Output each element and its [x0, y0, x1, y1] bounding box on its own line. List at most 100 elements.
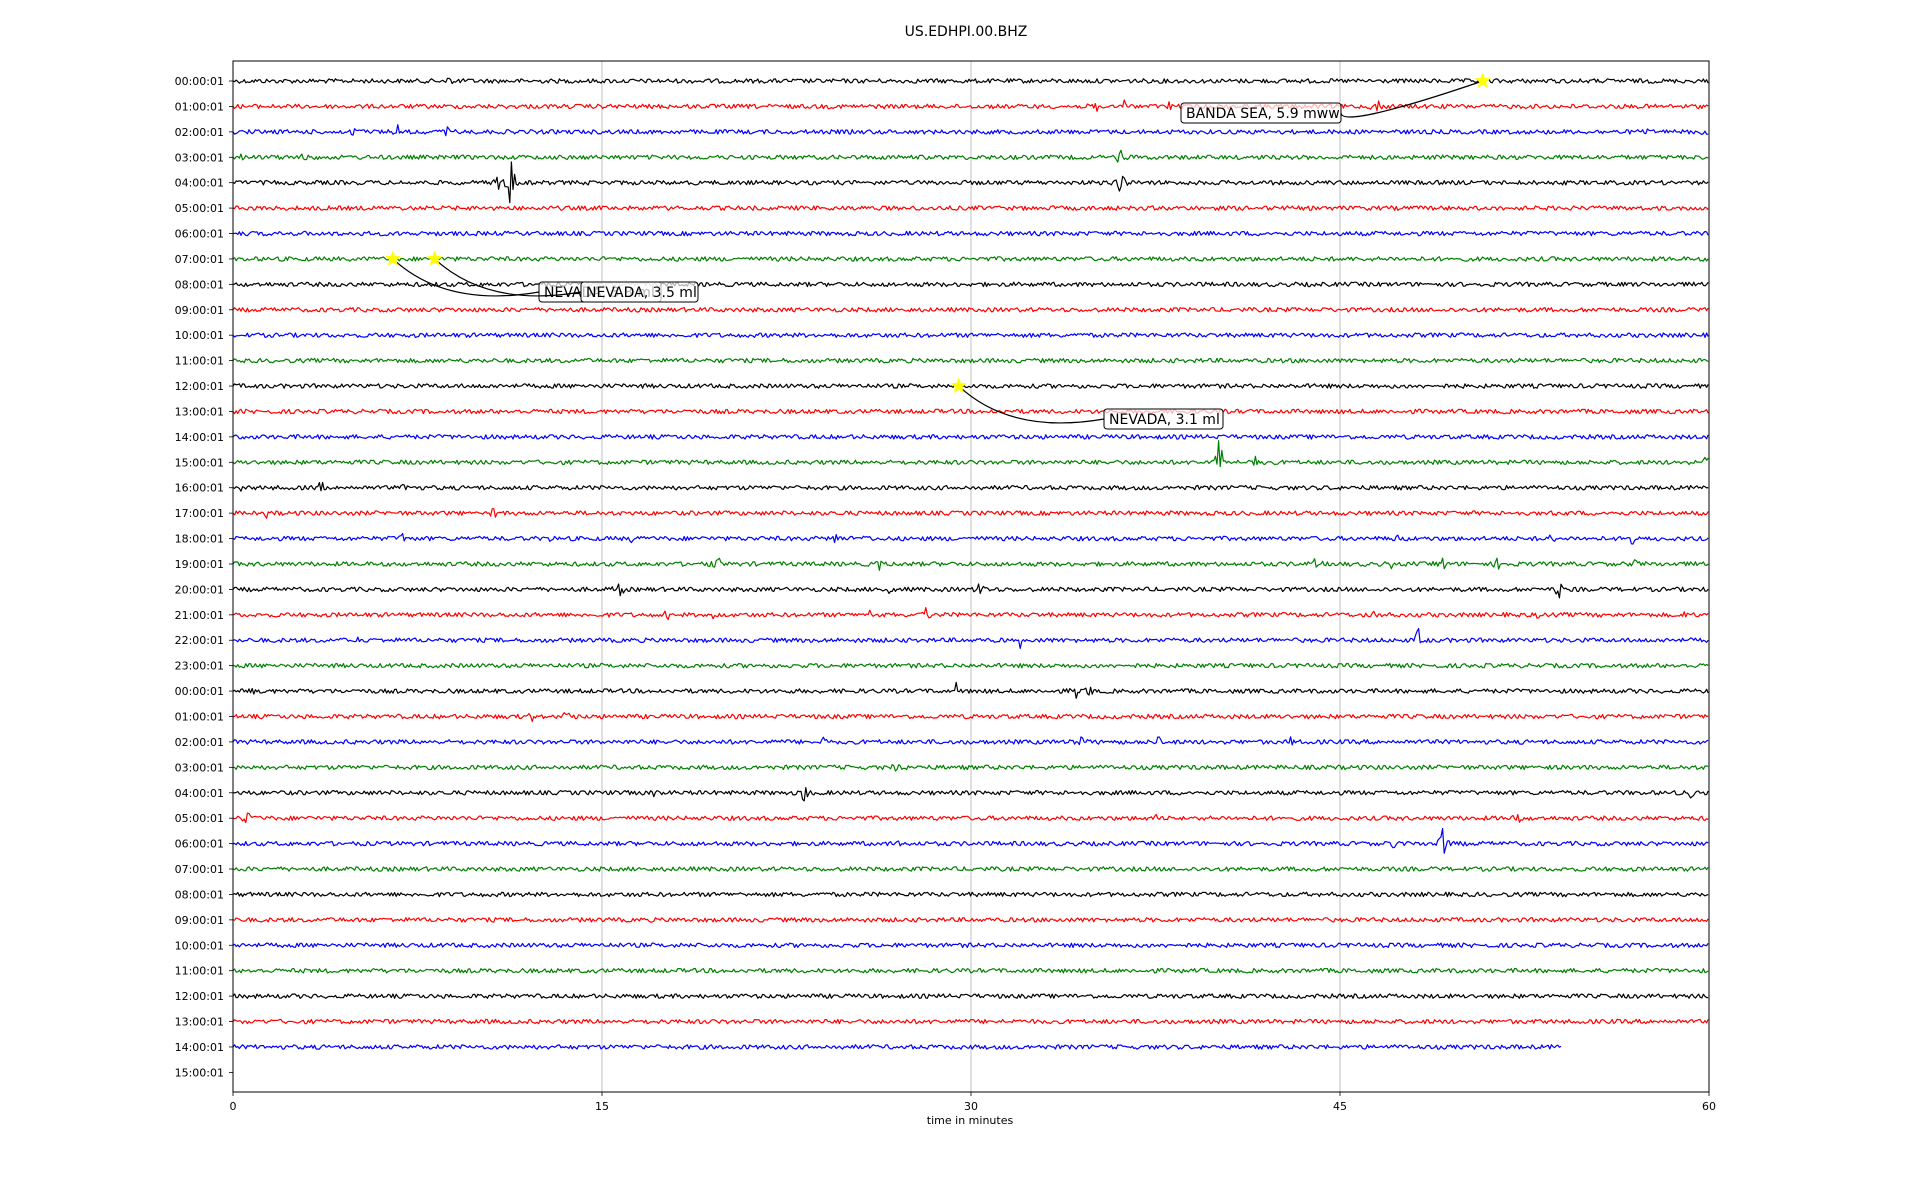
y-tick-label: 01:00:01 [175, 711, 224, 724]
trace-row-7 [232, 256, 1709, 262]
y-tick-label: 23:00:01 [175, 660, 224, 673]
y-tick-label: 19:00:01 [175, 558, 224, 571]
y-tick-label: 10:00:01 [175, 939, 224, 952]
trace-row-28 [232, 787, 1709, 802]
trace-row-12 [232, 383, 1709, 389]
y-tick-label: 11:00:01 [175, 355, 224, 368]
y-tick-label: 06:00:01 [175, 838, 224, 851]
y-tick-label: 08:00:01 [175, 888, 224, 901]
y-tick-label: 07:00:01 [175, 253, 224, 266]
event-connector [1340, 80, 1483, 118]
x-tick-label: 60 [1702, 1100, 1716, 1113]
trace-row-18 [232, 532, 1709, 545]
y-tick-label: 22:00:01 [175, 634, 224, 647]
trace-row-23 [233, 662, 1709, 669]
event-label-box [1180, 102, 1342, 124]
grid-lines [601, 61, 1341, 1092]
y-tick-label: 00:00:01 [175, 75, 224, 88]
y-tick-label: 02:00:01 [175, 126, 224, 139]
trace-row-17 [232, 508, 1709, 519]
trace-row-29 [232, 812, 1709, 824]
trace-row-33 [232, 917, 1709, 923]
trace-row-36 [232, 993, 1709, 999]
event-star-marker [384, 250, 402, 266]
event-connector [958, 385, 1105, 424]
y-tick-label: 21:00:01 [175, 609, 224, 622]
trace-row-31 [232, 866, 1709, 872]
trace-row-1 [232, 99, 1709, 112]
y-tick-label: 03:00:01 [175, 151, 224, 164]
y-tick-label: 18:00:01 [175, 533, 224, 546]
y-tick-labels: 00:00:01 01:00:01 02:00:01 03:00:01 04:00:01… [175, 75, 233, 1079]
event-label: NEVADA, 3.1 ml [1109, 412, 1220, 428]
event-connector [434, 258, 582, 297]
trace-row-32 [232, 891, 1709, 898]
trace-row-21 [232, 607, 1709, 621]
x-tick-label: 0 [230, 1100, 237, 1113]
y-tick-label: 15:00:01 [175, 456, 224, 469]
x-tick-labels: 0 15 30 45 60 [230, 1092, 1716, 1113]
y-tick-label: 13:00:01 [175, 405, 224, 418]
trace-row-16 [232, 481, 1709, 492]
x-tick-label: 15 [595, 1100, 609, 1113]
event-star-marker [426, 250, 443, 266]
trace-row-10 [232, 332, 1709, 338]
trace-row-6 [232, 230, 1709, 237]
trace-row-26 [232, 736, 1709, 746]
y-tick-label: 11:00:01 [175, 965, 224, 978]
y-tick-label: 12:00:01 [175, 990, 224, 1003]
y-tick-label: 09:00:01 [175, 914, 224, 927]
y-tick-label: 00:00:01 [175, 685, 224, 698]
trace-row-30 [232, 828, 1709, 854]
y-tick-label: 08:00:01 [175, 278, 224, 291]
y-tick-label: 04:00:01 [175, 787, 224, 800]
trace-row-13 [232, 408, 1709, 415]
trace-row-0 [232, 77, 1709, 85]
chart-title: US.EDHPI.00.BHZ [905, 24, 1028, 40]
x-tick-label: 30 [964, 1100, 978, 1113]
x-axis-label: time in minutes [927, 1114, 1014, 1127]
event-label: NEVADA, 3.5 ml [586, 285, 697, 301]
trace-row-34 [232, 942, 1709, 949]
trace-row-4 [232, 161, 1709, 204]
y-tick-label: 02:00:01 [175, 736, 224, 749]
y-tick-label: 13:00:01 [175, 1016, 224, 1029]
event-label-box [1103, 408, 1224, 430]
event-star-marker [950, 377, 967, 394]
y-tick-label: 14:00:01 [175, 431, 224, 444]
y-tick-label: 04:00:01 [175, 177, 224, 190]
y-tick-label: 01:00:01 [175, 100, 224, 113]
trace-row-38 [232, 1044, 1562, 1050]
y-tick-label: 14:00:01 [175, 1041, 224, 1054]
trace-row-24 [232, 681, 1709, 699]
y-tick-label: 05:00:01 [175, 812, 224, 825]
y-tick-label: 20:00:01 [175, 583, 224, 596]
y-tick-label: 12:00:01 [175, 380, 224, 393]
trace-row-27 [232, 764, 1709, 772]
trace-row-25 [232, 712, 1709, 722]
y-tick-label: 06:00:01 [175, 228, 224, 241]
trace-row-15 [232, 440, 1709, 468]
y-tick-label: 16:00:01 [175, 482, 224, 495]
event-star-marker [1474, 72, 1491, 89]
event-label: BANDA SEA, 5.9 mww [1186, 106, 1340, 122]
trace-row-37 [232, 1018, 1709, 1025]
event-connector [392, 258, 540, 297]
y-tick-label: 05:00:01 [175, 202, 224, 215]
trace-row-11 [232, 357, 1709, 364]
x-tick-label: 45 [1333, 1100, 1347, 1113]
trace-row-14 [232, 434, 1709, 440]
y-tick-label: 17:00:01 [175, 507, 224, 520]
y-tick-label: 10:00:01 [175, 329, 224, 342]
trace-row-35 [232, 967, 1709, 974]
event-label-box [580, 281, 699, 303]
trace-row-9 [232, 307, 1709, 313]
trace-row-20 [232, 583, 1709, 599]
y-tick-label: 07:00:01 [175, 863, 224, 876]
trace-row-3 [232, 149, 1709, 163]
trace-row-19 [232, 557, 1709, 571]
y-tick-label: 09:00:01 [175, 304, 224, 317]
trace-row-2 [232, 124, 1709, 137]
